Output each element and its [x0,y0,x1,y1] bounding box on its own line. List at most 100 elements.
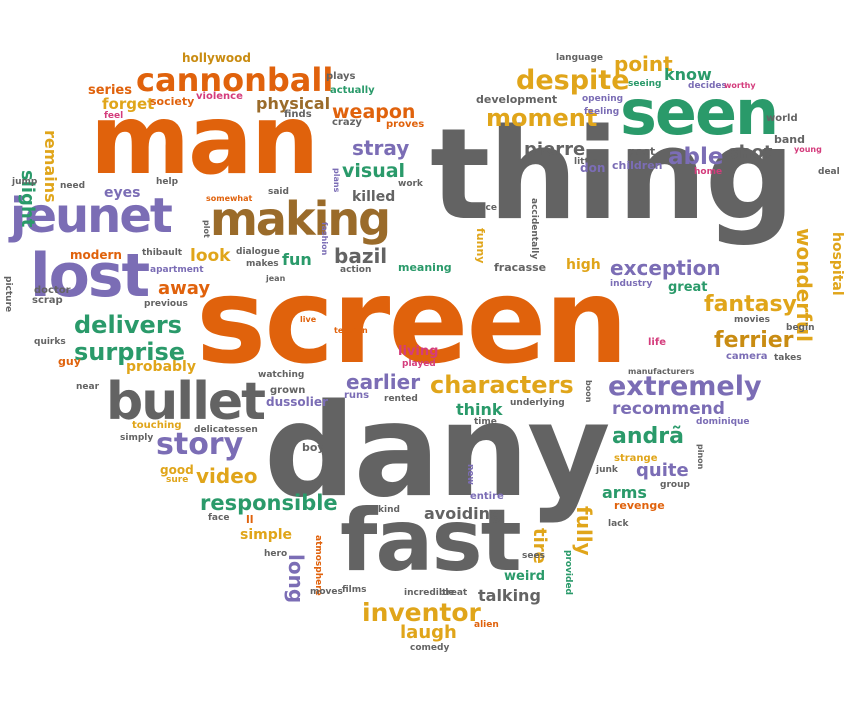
word-need: need [60,181,86,191]
word-killed: killed [352,189,396,205]
word-violence: violence [196,91,243,102]
word-sure: sure [166,475,189,485]
word-moves: moves [310,587,343,597]
word-probably: probably [126,359,196,375]
word-moment: moment [486,104,598,132]
word-video: video [196,464,258,488]
word-story: story [156,427,244,462]
word-crazy: crazy [332,117,362,128]
word-able: able [668,144,724,170]
word-takes: takes [774,353,802,363]
word-physical: physical [256,94,331,113]
word-society: society [150,95,195,108]
word-said: said [268,187,289,197]
word-eyes: eyes [104,185,141,201]
word-delivers: delivers [74,311,182,339]
word-children: children [612,159,663,172]
word-manufacturers: manufacturers [628,367,695,376]
word-hero: hero [264,549,288,559]
word-thing: thing [430,101,795,248]
word-recommend: recommend [612,399,725,419]
word-stray: stray [352,136,410,160]
word-little: little [574,157,598,167]
word-high: high [566,257,601,273]
word-living: living [398,344,439,359]
word-fashion: fashion [320,222,329,256]
word-help: help [156,177,179,187]
word-plans: plans [332,168,341,193]
word-man: man [90,84,319,196]
word-characters: characters [430,371,574,399]
word-extremely: extremely [608,371,762,402]
word-proves: proves [386,119,425,130]
word-arms: arms [602,483,647,502]
word-fantasy: fantasy [704,292,797,317]
word-lack: lack [608,519,629,529]
word-funny: funny [474,228,487,264]
word-great: great [668,280,708,295]
word-good: good [160,463,194,477]
word-surprise: surprise [74,338,186,366]
word-band: band [774,133,806,146]
word-cannonball: cannonball [136,61,334,99]
word-decides: decides [688,81,727,91]
word-ferrier: ferrier [714,328,794,353]
word-simply: simply [120,433,154,443]
word-seeing: seeing [628,79,662,89]
word-boon: boon [584,380,593,403]
word-jump: jump [12,177,38,187]
word-actually: actually [330,85,375,96]
word-action: action [340,265,372,275]
word-picture: picture [3,276,13,313]
word-fun: fun [282,250,312,269]
word-fast: fast [340,491,522,591]
word-kind: kind [378,505,400,515]
word-long: long [284,554,308,604]
word-treat: treat [442,588,468,598]
word-series: series [88,83,132,98]
word-tension: tension [334,326,368,335]
word-dany: dany [264,377,611,526]
word-quirks: quirks [34,337,66,347]
word-entire: entire [470,491,504,502]
word-despite: despite [516,65,630,96]
word-face: face [208,513,230,523]
word-know: know [664,65,712,84]
word-strange: strange [614,453,658,464]
word-fully: fully [572,506,596,556]
word-shot: shot [728,142,773,163]
word-movies: movies [734,315,770,325]
word-think: think [456,400,503,419]
word-plays: plays [326,71,356,82]
word-seen: seen [620,76,779,149]
word-makes: makes [246,259,279,269]
word-camera: camera [726,351,768,362]
word-touching: touching [132,420,182,431]
word-don: don [580,161,606,175]
word-making: making [210,192,391,246]
word-live: live [300,315,317,324]
word-provided: provided [563,550,573,596]
word-pierre: pierre [524,139,586,160]
word-time: time [474,417,497,427]
word-inventor: inventor [362,598,481,627]
word-accidentally: accidentally [529,198,539,260]
word-feel: feel [104,111,124,121]
word-feeling: feeling [584,107,620,117]
word-guy: guy [58,355,81,368]
word-jean: jean [266,274,286,283]
word-ll: ll [246,513,254,526]
word-exception: exception [610,256,721,280]
word-weapon: weapon [332,101,416,123]
word-played: played [402,359,436,369]
word-runs: runs [344,390,370,401]
word-forget: forget [102,95,155,113]
word-junk: junk [596,465,618,475]
word-andr-: andrã [612,424,684,449]
word-somewhat: somewhat [206,194,253,203]
word-visual: visual [342,160,406,182]
word-boy: boy [302,441,325,454]
word-underlying: underlying [510,398,565,408]
word-past: past [628,145,656,158]
